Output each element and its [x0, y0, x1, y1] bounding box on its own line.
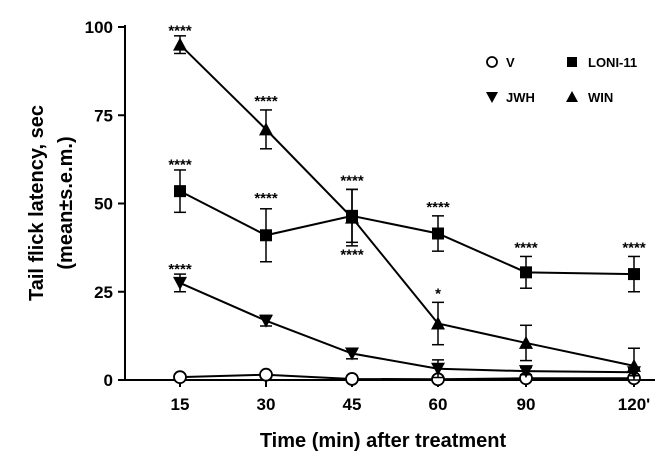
- triangle-up-marker: [566, 91, 578, 102]
- y-tick-label: 100: [85, 18, 113, 37]
- triangle-up-marker: [259, 122, 273, 136]
- series-layer: [173, 35, 641, 387]
- significance-label: ****: [340, 247, 364, 264]
- legend-item-win: WIN: [566, 90, 613, 105]
- series-line: [179, 282, 635, 374]
- y-tick-label: 0: [104, 371, 113, 390]
- circle-marker: [486, 56, 498, 68]
- square-marker: [174, 185, 186, 198]
- triangle-down-marker: [519, 365, 533, 379]
- series-line: [179, 43, 635, 367]
- triangle-down-marker: [259, 314, 273, 328]
- legend-label: V: [506, 55, 515, 70]
- triangle-up-marker: [345, 210, 359, 224]
- circle-marker: [345, 372, 359, 386]
- series-line: [179, 190, 635, 276]
- square-marker: [432, 227, 444, 240]
- x-tick-label: 45: [343, 395, 362, 414]
- circle-marker: [173, 370, 187, 385]
- series-loni-11: [174, 169, 640, 293]
- significance-annotations: ************************************* ***…: [168, 23, 646, 303]
- x-tick-label: 15: [171, 395, 190, 414]
- triangle-up-marker: [173, 37, 187, 51]
- square-marker: [520, 266, 532, 279]
- significance-label: ****: [168, 261, 192, 278]
- square-marker: [567, 57, 577, 67]
- x-tick-label: 30: [257, 395, 276, 414]
- significance-label: ****: [514, 240, 538, 257]
- x-ticks: 15 30 45 60 90 120': [171, 380, 650, 414]
- legend-item-jwh: JWH: [486, 90, 535, 105]
- square-marker: [628, 268, 640, 281]
- significance-label: ****: [426, 199, 450, 216]
- significance-label: ****: [254, 190, 278, 207]
- x-tick-label: 120': [618, 395, 650, 414]
- legend-label: LONI-11: [588, 55, 637, 70]
- x-tick-label: 60: [429, 395, 448, 414]
- triangle-down-marker: [486, 92, 498, 103]
- triangle-down-marker: [431, 362, 445, 376]
- circle-marker: [259, 367, 273, 382]
- square-marker: [260, 229, 272, 242]
- significance-label: ****: [622, 240, 646, 257]
- x-axis-title: Time (min) after treatment: [260, 430, 507, 452]
- triangle-up-marker: [519, 335, 533, 349]
- y-ticks: 0 25 50 75 100: [85, 18, 125, 390]
- y-tick-label: 25: [94, 283, 113, 302]
- y-tick-label: 50: [94, 195, 113, 214]
- triangle-down-marker: [173, 276, 187, 290]
- significance-label: ****: [254, 93, 278, 110]
- significance-label: ****: [340, 173, 364, 190]
- triangle-up-marker: [431, 316, 445, 330]
- series-jwh: [173, 273, 641, 380]
- significance-label: ****: [168, 157, 192, 174]
- legend-item-loni-11: LONI-11: [567, 55, 637, 70]
- x-tick-label: 90: [517, 395, 536, 414]
- legend-label: WIN: [588, 90, 613, 105]
- y-tick-label: 75: [94, 106, 113, 125]
- triangle-down-marker: [345, 347, 359, 361]
- legend-label: JWH: [506, 90, 535, 105]
- legend: V LONI-11 JWH WIN: [486, 55, 637, 105]
- y-axis-title-line2: (mean±s.e.m.): [55, 136, 77, 269]
- series-win: [173, 35, 641, 381]
- significance-label: *: [435, 286, 441, 303]
- legend-item-v: V: [486, 55, 515, 70]
- y-axis-title-line1: Tail flick latency, sec: [26, 105, 48, 301]
- significance-label: ****: [168, 23, 192, 40]
- triangle-up-marker: [627, 358, 641, 372]
- series-line: [179, 373, 634, 381]
